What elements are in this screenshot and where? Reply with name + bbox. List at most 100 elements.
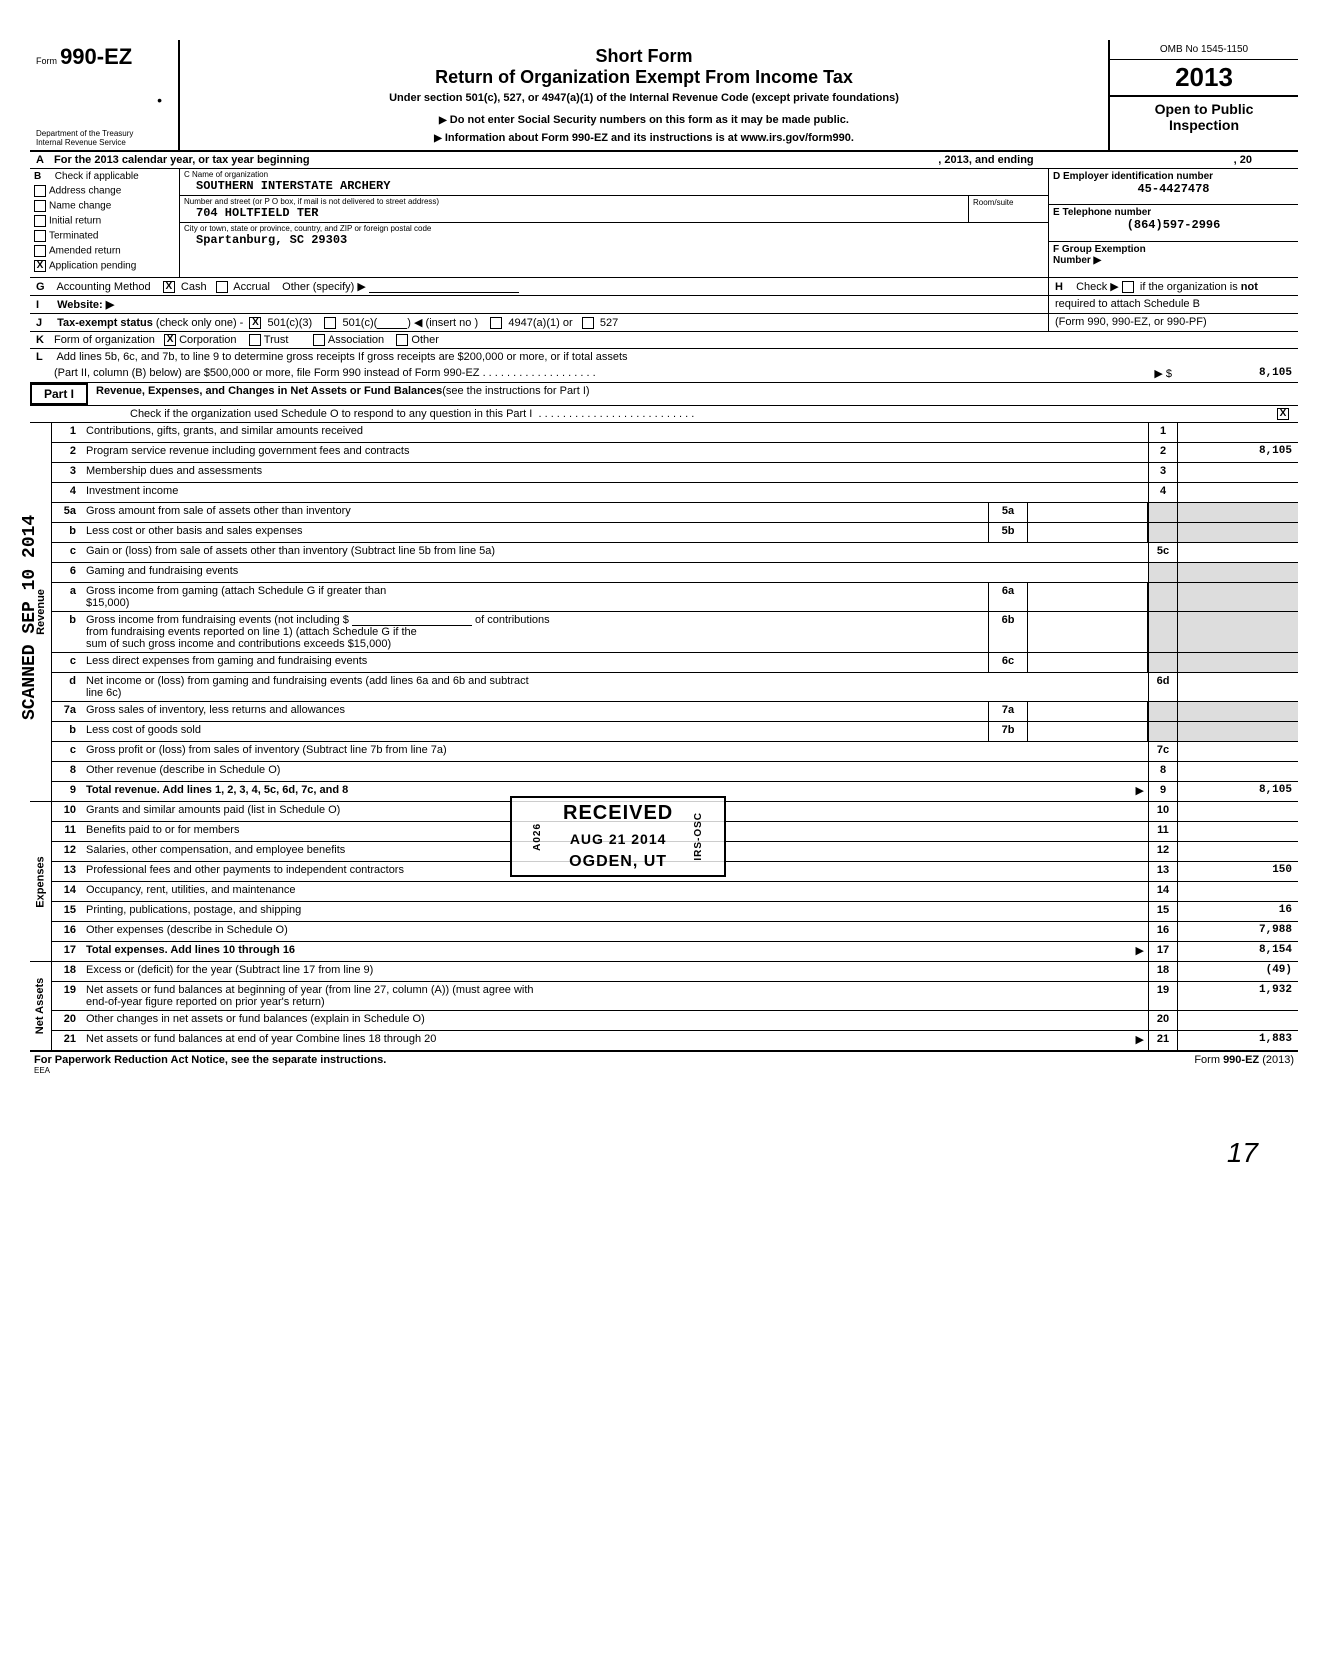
cb-527[interactable] [582,317,594,329]
line-1: 1Contributions, gifts, grants, and simil… [52,423,1298,443]
expenses-group: Expenses 10Grants and similar amounts pa… [30,802,1298,962]
cb-address-change[interactable] [34,185,46,197]
line-box: 21 [1148,1031,1178,1050]
line-desc: Other changes in net assets or fund bala… [82,1011,1148,1030]
line-desc: Printing, publications, postage, and shi… [82,902,1148,921]
line-num: 16 [52,922,82,941]
line-amount: (49) [1178,962,1298,981]
lbl-amended: Amended return [49,246,121,257]
line-gh: G Accounting Method X Cash Accrual Other… [30,278,1298,296]
line-desc: Gross amount from sale of assets other t… [82,503,988,522]
cb-initial-return[interactable] [34,215,46,227]
title-line1: Short Form [190,46,1098,67]
cb-501c3[interactable]: X [249,317,261,329]
lbl-accrual: Accrual [233,281,270,293]
footer-right: Form 990-EZ (2013) [1194,1054,1294,1075]
line-box: 1 [1148,423,1178,442]
line-num: b [52,612,82,652]
sub-amt [1028,503,1148,522]
line-desc: Gaming and fundraising events [82,563,1148,582]
cb-4947[interactable] [490,317,502,329]
header-right: OMB No 1545-1150 2013 Open to Public Ins… [1108,40,1298,150]
grey-amt [1178,503,1298,522]
line-desc: Program service revenue including govern… [82,443,1148,462]
k-letter: K [36,334,54,346]
line-num: 20 [52,1011,82,1030]
cb-terminated[interactable] [34,230,46,242]
open-public-2: Inspection [1114,117,1294,133]
part1-title: Revenue, Expenses, and Changes in Net As… [96,385,442,397]
form-prefix: Form [36,56,57,66]
section-b: B Check if applicable Address change Nam… [30,169,180,277]
city-value: Spartanburg, SC 29303 [180,233,1048,249]
line-num: 5a [52,503,82,522]
line-18: 18Excess or (deficit) for the year (Subt… [52,962,1298,982]
line-amount [1178,483,1298,502]
cb-501c[interactable] [324,317,336,329]
part1-header: Part I Revenue, Expenses, and Changes in… [30,383,1298,406]
line-box: 20 [1148,1011,1178,1030]
cb-cash[interactable]: X [163,281,175,293]
cb-name-change[interactable] [34,200,46,212]
bullet-icon: • [36,92,172,108]
line-desc: Investment income [82,483,1148,502]
grey-box [1148,612,1178,652]
line-16: 16Other expenses (describe in Schedule O… [52,922,1298,942]
lbl-assoc: Association [328,334,384,346]
revenue-rows: 1Contributions, gifts, grants, and simil… [52,423,1298,802]
h-text5: (Form 990, 990-EZ, or 990-PF) [1055,316,1207,328]
cb-amended[interactable] [34,245,46,257]
line-17: 17Total expenses. Add lines 10 through 1… [52,942,1298,962]
stamp-location: OGDEN, UT [563,853,673,871]
grey-amt [1178,563,1298,582]
grey-amt [1178,653,1298,672]
c-name-label: C Name of organization [180,169,1048,179]
line-desc: Contributions, gifts, grants, and simila… [82,423,1148,442]
line-num: d [52,673,82,701]
header-left: Form 990-EZ • Department of the Treasury… [30,40,180,150]
line-c: cLess direct expenses from gaming and fu… [52,653,1298,673]
line-num: 4 [52,483,82,502]
line-amount: 8,154 [1178,942,1298,961]
org-name: SOUTHERN INTERSTATE ARCHERY [180,179,1048,195]
cb-corporation[interactable]: X [164,334,176,346]
cb-trust[interactable] [249,334,261,346]
revenue-group: Revenue 1Contributions, gifts, grants, a… [30,423,1298,802]
line-box: 13 [1148,862,1178,881]
line-i: I Website: ▶ required to attach Schedule… [30,296,1298,314]
line-desc: Less direct expenses from gaming and fun… [82,653,988,672]
cb-app-pending[interactable]: X [34,260,46,272]
line-3: 3Membership dues and assessments3 [52,463,1298,483]
lbl-527: 527 [600,317,618,329]
line-desc: Net assets or fund balances at end of ye… [82,1031,1148,1050]
j-label: Tax-exempt status [57,317,153,329]
lbl-corp: Corporation [179,334,236,346]
title-line2: Return of Organization Exempt From Incom… [190,67,1098,88]
sub-amt [1028,722,1148,741]
line-a-letter: A [36,154,54,166]
sub-amt [1028,583,1148,611]
line-desc: Occupancy, rent, utilities, and maintena… [82,882,1148,901]
line-desc: Gross income from gaming (attach Schedul… [82,583,988,611]
section-def: D Employer identification number 45-4427… [1048,169,1298,277]
j-letter: J [36,317,54,329]
cb-other-org[interactable] [396,334,408,346]
netassets-group: Net Assets 18Excess or (deficit) for the… [30,962,1298,1051]
section-bcdef: B Check if applicable Address change Nam… [30,169,1298,278]
line-b: bLess cost or other basis and sales expe… [52,523,1298,543]
form-number: 990-EZ [60,44,132,69]
line-k: K Form of organization X Corporation Tru… [30,332,1298,349]
stamp-side-right: IRS-OSC [693,812,704,861]
cb-accrual[interactable] [216,281,228,293]
g-letter: G [36,281,54,293]
line-l-2: (Part II, column (B) below) are $500,000… [30,365,1298,383]
line-a-text1: For the 2013 calendar year, or tax year … [54,154,310,166]
line-desc: Less cost of goods sold [82,722,988,741]
line-desc: Membership dues and assessments [82,463,1148,482]
g-label: Accounting Method [56,281,150,293]
e-label: E Telephone number [1053,207,1294,218]
line-num: c [52,543,82,562]
cb-association[interactable] [313,334,325,346]
cb-sched-b[interactable] [1122,281,1134,293]
cb-schedule-o[interactable]: X [1277,408,1289,420]
